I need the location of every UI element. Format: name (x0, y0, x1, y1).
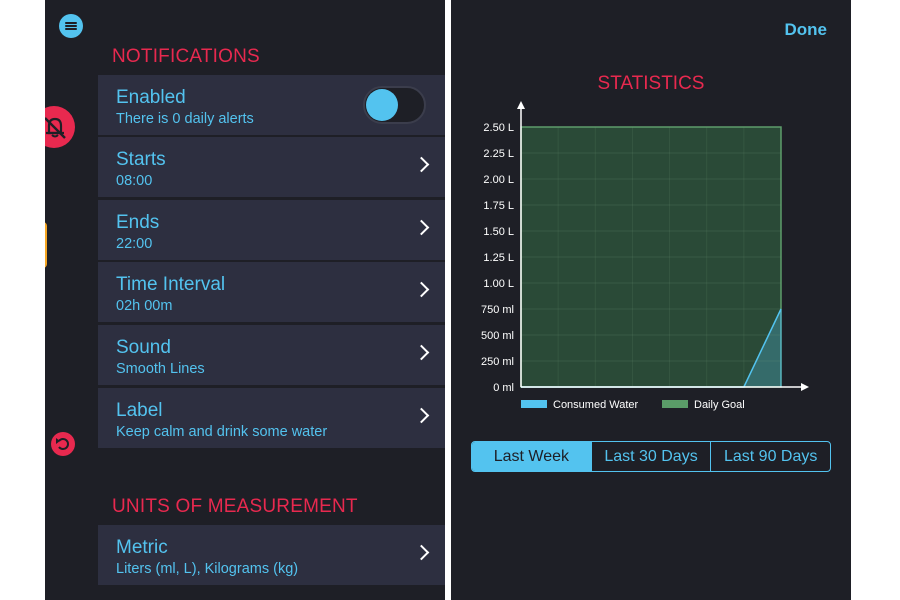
row-title: Ends (116, 212, 160, 233)
y-tick-label: 2.25 L (483, 148, 514, 160)
row-title: Starts (116, 149, 166, 170)
y-tick-label: 250 ml (481, 356, 514, 368)
y-tick-label: 2.00 L (483, 174, 514, 186)
settings-panel: NOTIFICATIONS Enabled There is 0 daily a… (98, 0, 445, 600)
enabled-toggle[interactable] (363, 86, 426, 124)
units-header: UNITS OF MEASUREMENT (112, 496, 358, 517)
row-subtitle: Keep calm and drink some water (116, 424, 328, 440)
y-tick-label: 0 ml (493, 382, 514, 394)
done-button[interactable]: Done (784, 20, 828, 39)
settings-screen: NOTIFICATIONS Enabled There is 0 daily a… (45, 0, 445, 600)
legend-swatch (662, 400, 688, 408)
row-title: Sound (116, 337, 171, 358)
legend-label: Daily Goal (694, 399, 745, 411)
x-axis-arrow (801, 383, 809, 391)
row-subtitle: 02h 00m (116, 298, 173, 314)
row-label[interactable]: Label Keep calm and drink some water (98, 388, 445, 449)
row-subtitle: Smooth Lines (116, 361, 205, 377)
row-ends[interactable]: Ends 22:00 (98, 200, 445, 261)
row-starts[interactable]: Starts 08:00 (98, 137, 445, 198)
y-tick-label: 500 ml (481, 330, 514, 342)
undo-icon[interactable] (51, 432, 75, 456)
chevron-right-icon (413, 281, 430, 298)
row-enabled[interactable]: Enabled There is 0 daily alerts (98, 75, 445, 136)
chevron-right-icon (413, 219, 430, 236)
chevron-right-icon (413, 407, 430, 424)
row-subtitle: Liters (ml, L), Kilograms (kg) (116, 561, 299, 577)
bell-off-icon[interactable] (45, 106, 75, 148)
notifications-header: NOTIFICATIONS (112, 46, 260, 67)
y-tick-label: 2.50 L (483, 122, 514, 134)
row-subtitle: There is 0 daily alerts (116, 111, 254, 127)
legend-swatch (521, 400, 547, 408)
range-last-week[interactable]: Last Week (472, 442, 591, 471)
side-rail (45, 0, 98, 600)
row-subtitle: 08:00 (116, 173, 153, 189)
chevron-right-icon (413, 156, 430, 173)
menu-icon[interactable] (59, 14, 83, 38)
range-last-90-days[interactable]: Last 90 Days (710, 442, 830, 471)
y-axis-arrow (517, 101, 525, 109)
water-chart: 0 ml 250 ml 500 ml 750 ml 1.00 L 1.25 L 1.50 L… (481, 101, 809, 411)
drawer-handle[interactable] (45, 222, 47, 268)
range-last-30-days[interactable]: Last 30 Days (590, 442, 711, 471)
statistics-screen: Done STATISTICS 0 ml 250 ml 500 ml 750 ml 1.… (451, 0, 851, 600)
row-sound[interactable]: Sound Smooth Lines (98, 325, 445, 386)
series-area (520, 126, 782, 388)
chevron-right-icon (413, 344, 430, 361)
y-tick-label: 1.00 L (483, 278, 514, 290)
row-subtitle: 22:00 (116, 236, 153, 252)
y-tick-label: 1.50 L (483, 226, 514, 238)
row-title: Metric (116, 537, 168, 558)
chevron-right-icon (413, 544, 430, 561)
toggle-knob (366, 89, 398, 121)
row-metric[interactable]: Metric Liters (ml, L), Kilograms (kg) (98, 525, 445, 586)
row-time-interval[interactable]: Time Interval 02h 00m (98, 262, 445, 323)
legend-label: Consumed Water (553, 399, 639, 411)
y-tick-label: 1.75 L (483, 200, 514, 212)
y-tick-label: 750 ml (481, 304, 514, 316)
statistics-title: STATISTICS (597, 73, 705, 94)
y-tick-label: 1.25 L (483, 252, 514, 264)
range-selector: Last Week Last 30 Days Last 90 Days (471, 441, 831, 472)
row-title: Enabled (116, 87, 186, 108)
row-title: Time Interval (116, 274, 226, 295)
row-title: Label (116, 400, 163, 421)
